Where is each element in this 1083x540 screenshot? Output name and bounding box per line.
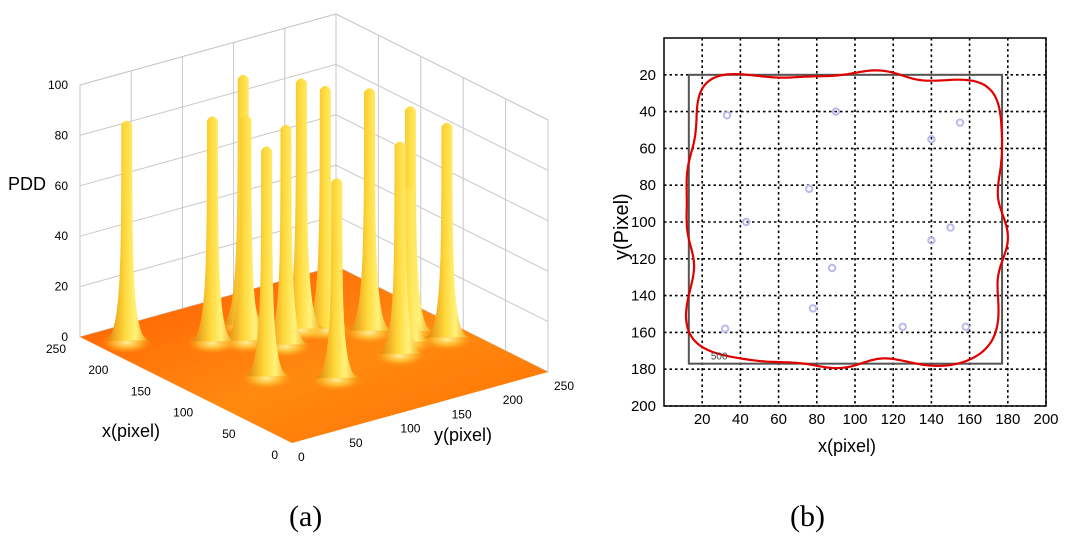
surface-peak: [424, 122, 469, 338]
z-gridline: [79, 13, 549, 121]
x-axis-label: x(pixel): [102, 421, 160, 441]
z-tick-label: 20: [55, 280, 69, 294]
surface-peak: [279, 78, 324, 329]
z-tick-label: 60: [55, 179, 69, 193]
scatter-points: [720, 107, 970, 333]
y-tick-label: 140: [631, 288, 656, 305]
x-tick-label: 120: [881, 411, 906, 428]
x-tick-label: 200: [88, 363, 108, 377]
surface-peak: [224, 115, 268, 341]
surface-ticks: 0204060801000501001502002500501001502002…: [46, 78, 574, 464]
y-tick-label: 150: [452, 407, 472, 421]
surface-peak: [347, 88, 392, 331]
y-tick-label: 0: [298, 450, 305, 464]
z-gridline: [79, 114, 549, 222]
x-tick-label: 160: [957, 411, 982, 428]
y-tick-label: 160: [631, 324, 656, 341]
x-tick-label: 40: [732, 411, 749, 428]
surface-peak: [385, 187, 430, 342]
scatter-chart-panel: 20 40 60 80 100 120 140 160 180 200 20 40 60 80 100 120…: [600, 30, 1070, 470]
x-tick-label: 80: [808, 411, 825, 428]
z-gridline: [79, 63, 549, 171]
x-tick-label: 50: [222, 427, 236, 441]
surface-peak: [378, 141, 422, 354]
surface-peak: [104, 120, 149, 341]
x-tick-label: 180: [995, 411, 1020, 428]
x-axis-label: x(pixel): [818, 436, 876, 456]
scatter-ticks: 20 40 60 80 100 120 140 160 180 200 20 40 60 80 100 120…: [631, 67, 1059, 428]
surface-peak: [314, 178, 359, 378]
caption-a: (a): [289, 500, 323, 533]
y-tick-label: 120: [631, 251, 656, 268]
y-tick-label: 50: [349, 436, 363, 450]
data-point: [720, 324, 730, 333]
caption-b: (b): [790, 500, 825, 533]
data-point: [741, 217, 751, 227]
y-tick-label: 100: [631, 214, 656, 231]
surface-chart-panel: 0 20 40 60 80 100 0 50 100 150 200 250 0 50 100 150 200 2…: [0, 0, 595, 470]
surface-peak: [190, 116, 235, 342]
x-tick-label: 250: [46, 342, 66, 356]
surface-chart: 0204060801000501001502002500501001502002…: [8, 13, 574, 464]
x-tick-label: 140: [919, 411, 944, 428]
z-axis-label: PDD: [8, 174, 46, 194]
surface-floor: [80, 266, 548, 443]
y-tick-label: 180: [631, 361, 656, 378]
y-tick-label: 200: [503, 393, 523, 407]
x-tick-label: 200: [1033, 411, 1058, 428]
data-point: [898, 322, 907, 332]
data-point: [927, 236, 936, 245]
x-tick-label: 20: [694, 411, 711, 428]
y-axis-label: y(pixel): [434, 425, 492, 445]
z-gridline: [79, 164, 549, 272]
data-point: [946, 223, 955, 232]
contour-annotation: 500: [711, 352, 728, 363]
y-tick-label: 40: [639, 104, 656, 121]
surface-floor-plane: [80, 266, 548, 443]
y-tick-label: 20: [639, 67, 656, 84]
y-tick-label: 250: [554, 379, 574, 393]
data-point: [808, 304, 818, 313]
data-point: [927, 135, 936, 144]
y-axis-label: y(Pixel): [611, 193, 633, 260]
data-point: [955, 118, 965, 127]
z-tick-label: 40: [55, 229, 69, 243]
data-point: [961, 322, 970, 332]
z-tick-label: 80: [55, 128, 69, 142]
x-tick-label: 0: [271, 448, 278, 462]
scatter-chart: 20 40 60 80 100 120 140 160 180 200 20 40 60 80 100 120…: [611, 37, 1059, 456]
segmentation-contour: [684, 69, 1010, 370]
data-point: [831, 107, 841, 116]
y-tick-label: 100: [400, 422, 420, 436]
x-tick-label: 100: [842, 411, 867, 428]
y-tick-label: 80: [639, 177, 656, 194]
data-point: [804, 184, 814, 194]
surface-peak: [303, 85, 348, 329]
surface-peak: [244, 146, 289, 377]
surface-peak: [263, 124, 308, 345]
x-tick-label: 150: [131, 384, 151, 398]
z-tick-label: 0: [61, 330, 68, 344]
scatter-grid: [664, 38, 1047, 407]
y-tick-label: 200: [631, 398, 656, 415]
data-point: [827, 263, 837, 273]
x-tick-label: 100: [173, 406, 193, 420]
data-point: [722, 111, 732, 120]
scatter-overlay: 500: [684, 69, 1010, 370]
y-tick-label: 60: [639, 140, 656, 157]
x-tick-label: 60: [770, 411, 787, 428]
surface-peaks: [100, 74, 473, 391]
z-tick-label: 100: [48, 78, 68, 92]
